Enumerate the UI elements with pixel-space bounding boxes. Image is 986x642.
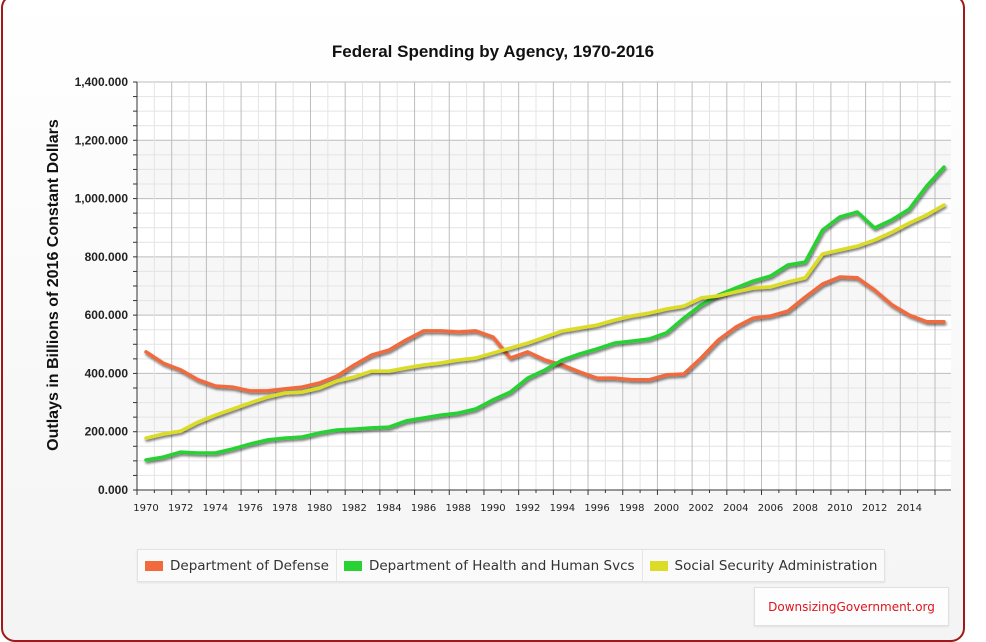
x-tick-label: 1994 [550,503,575,514]
legend: Department of Defense Department of Heal… [137,549,886,582]
y-tick-label: 1,400.000 [75,75,129,89]
legend-item-ssa[interactable]: Social Security Administration [643,550,885,581]
legend-item-hhs[interactable]: Department of Health and Human Svcs [337,550,643,581]
x-tick-label: 1996 [584,503,609,514]
legend-swatch-ssa [649,560,668,571]
x-tick-label: 1988 [446,503,471,514]
chart-title: Federal Spending by Agency, 1970-2016 [331,42,655,61]
x-tick-label: 1976 [237,503,262,514]
x-tick-label: 1984 [376,503,401,514]
y-tick-label: 1,200.000 [75,133,129,147]
credit-link[interactable]: DownsizingGovernment.org [754,587,949,626]
legend-label: Department of Health and Human Svcs [368,557,635,574]
x-tick-label: 1998 [619,503,644,514]
x-tick-label: 1986 [411,503,436,514]
x-tick-label: 2000 [654,503,679,514]
y-tick-label: 800.000 [85,250,129,264]
series-line-hhs [144,165,946,462]
legend-swatch-hhs [343,560,362,571]
y-tick-label: 400.000 [85,366,129,380]
x-tick-label: 2014 [897,503,922,514]
x-tick-label: 2008 [792,503,817,514]
x-tick-label: 1978 [272,503,297,514]
legend-swatch-defense [145,560,163,571]
y-tick-label: 600.000 [85,308,129,322]
legend-label: Department of Defense [170,557,329,574]
x-tick-label: 1972 [168,503,193,514]
y-tick-label: 0.000 [98,483,128,497]
x-tick-label: 2010 [827,503,852,514]
x-tick-label: 1980 [307,503,332,514]
legend-label: Social Security Administration [674,557,878,574]
legend-item-defense[interactable]: Department of Defense [138,550,337,581]
y-tick-label: 1,000.000 [75,192,129,206]
x-tick-label: 2002 [688,503,713,514]
x-tick-label: 1974 [203,503,228,514]
x-tick-label: 2012 [862,503,887,514]
series-line-ssa [144,203,946,440]
x-tick-label: 1992 [515,503,540,514]
x-tick-label: 2006 [758,503,783,514]
y-tick-label: 200.000 [85,425,129,439]
x-tick-label: 2004 [723,503,748,514]
x-tick-label: 1982 [341,503,366,514]
series-line-defense [144,275,946,393]
x-tick-label: 1970 [133,503,158,514]
x-tick-label: 1990 [480,503,505,514]
